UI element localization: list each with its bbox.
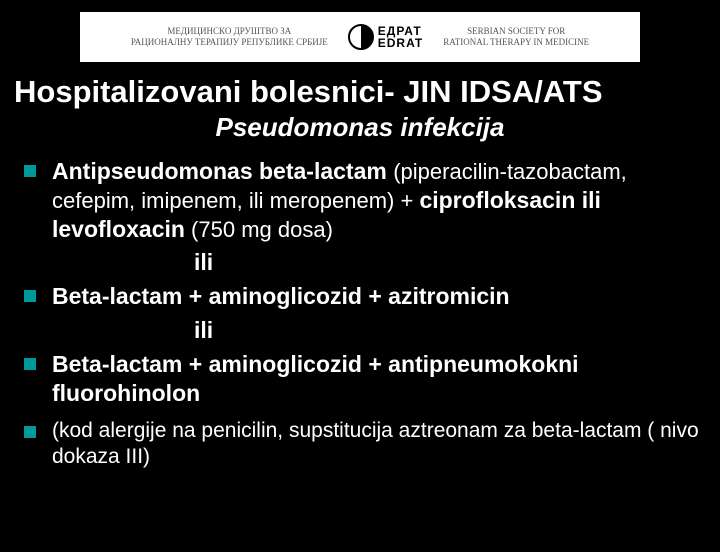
banner-right-line1: SERBIAN SOCIETY FOR [443,26,589,37]
banner-left-line2: РАЦИОНАЛНУ ТЕРАПИЈУ РЕПУБЛИКЕ СРБИЈЕ [131,37,328,48]
banner-right-text: SERBIAN SOCIETY FOR RATIONAL THERAPY IN … [443,26,589,48]
bullet-icon [24,426,36,438]
item1-tail: (750 mg dosa) [185,217,333,242]
banner-right-line2: RATIONAL THERAPY IN MEDICINE [443,37,589,48]
slide-subtitle: Pseudomonas infekcija [0,110,720,157]
logo-banner: МЕДИЦИНСКО ДРУШТВО ЗА РАЦИОНАЛНУ ТЕРАПИЈ… [80,12,640,62]
content-area: Antipseudomonas beta-lactam (piperacilin… [0,157,720,470]
bullet-text-1: Antipseudomonas beta-lactam (piperacilin… [52,157,700,243]
medrat-icon [348,24,374,50]
item1-strong1: Antipseudomonas beta-lactam [52,158,393,184]
banner-mid-line2: EDRAT [378,37,423,49]
bullet-text-3: Beta-lactam + aminoglicozid + antipneumo… [52,350,700,408]
banner-logo-text: ЕДРАТ EDRAT [378,25,423,49]
bullet-icon [24,358,36,370]
separator-1: ili [24,249,700,276]
item1-mid: , ili meropenem) + [237,188,420,213]
bullet-item-1: Antipseudomonas beta-lactam (piperacilin… [24,157,700,243]
bullet-item-3: Beta-lactam + aminoglicozid + antipneumo… [24,350,700,408]
banner-left-line1: МЕДИЦИНСКО ДРУШТВО ЗА [131,26,328,37]
banner-logo: ЕДРАТ EDRAT [348,24,423,50]
bullet-icon [24,290,36,302]
bullet-icon [24,165,36,177]
bullet-item-2: Beta-lactam + aminoglicozid + azitromici… [24,282,700,311]
bullet-text-4: (kod alergije na penicilin, supstitucija… [52,418,700,471]
bullet-item-4: (kod alergije na penicilin, supstitucija… [24,418,700,471]
separator-2: ili [24,317,700,344]
banner-left-text: МЕДИЦИНСКО ДРУШТВО ЗА РАЦИОНАЛНУ ТЕРАПИЈ… [131,26,328,48]
slide-title: Hospitalizovani bolesnici- JIN IDSA/ATS [0,70,720,110]
bullet-text-2: Beta-lactam + aminoglicozid + azitromici… [52,282,510,311]
